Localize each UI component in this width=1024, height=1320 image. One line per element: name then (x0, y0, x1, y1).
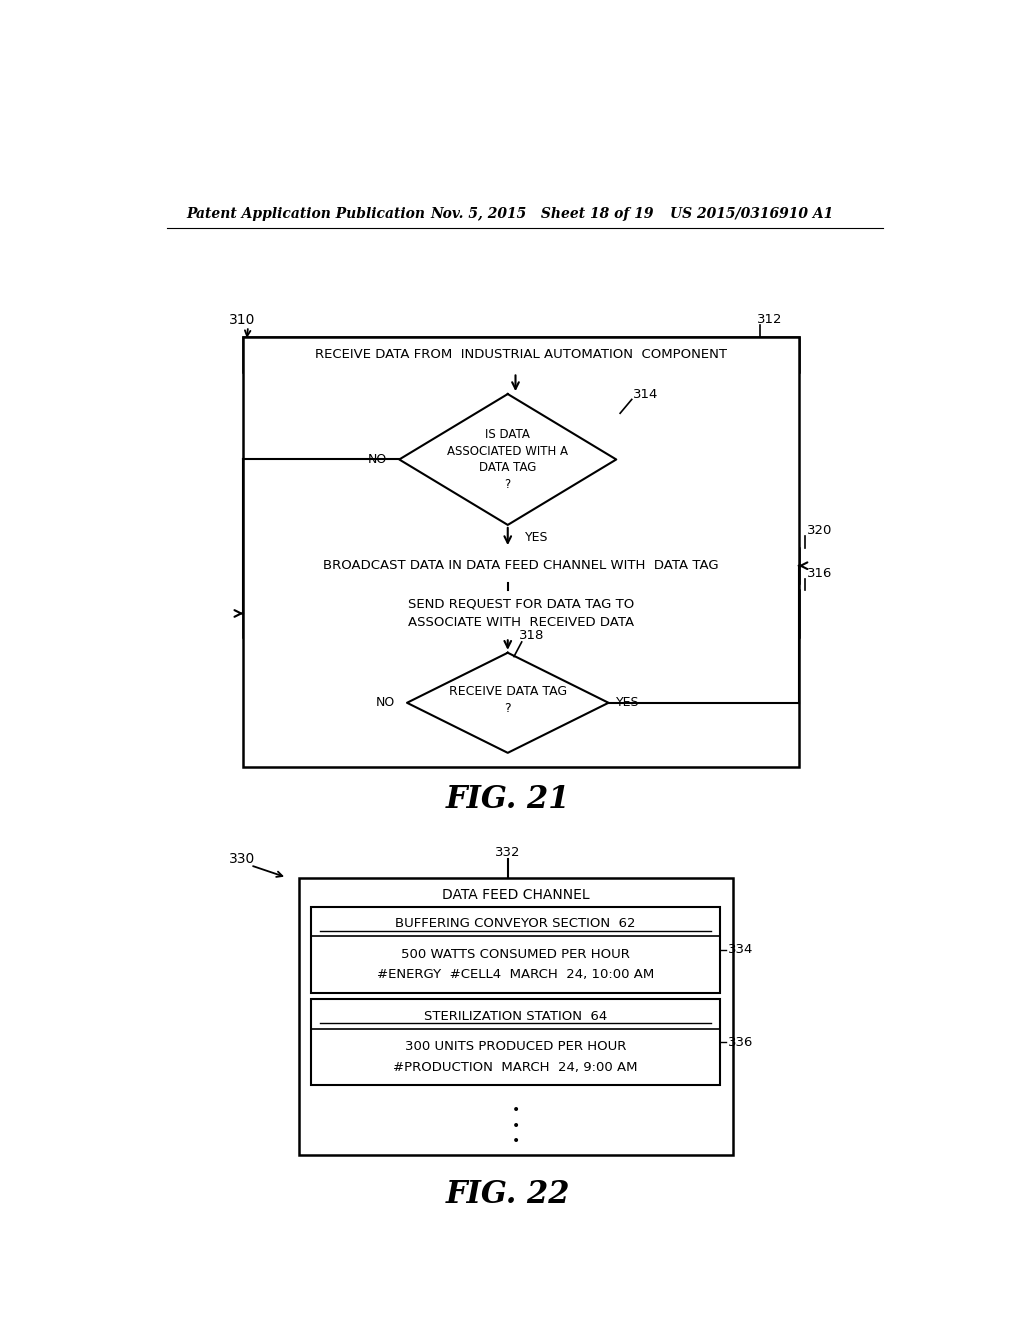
Text: 336: 336 (728, 1036, 754, 1049)
Text: STERILIZATION STATION  64: STERILIZATION STATION 64 (424, 1010, 607, 1023)
Text: 320: 320 (807, 524, 833, 537)
Text: NO: NO (376, 696, 395, 709)
Text: US 2015/0316910 A1: US 2015/0316910 A1 (671, 207, 834, 220)
Text: Patent Application Publication: Patent Application Publication (186, 207, 425, 220)
Text: SEND REQUEST FOR DATA TAG TO
ASSOCIATE WITH  RECEIVED DATA: SEND REQUEST FOR DATA TAG TO ASSOCIATE W… (408, 598, 634, 628)
Text: IS DATA
ASSOCIATED WITH A
DATA TAG
?: IS DATA ASSOCIATED WITH A DATA TAG ? (447, 428, 568, 491)
Text: FIG. 22: FIG. 22 (445, 1179, 570, 1210)
Text: #PRODUCTION  MARCH  24, 9:00 AM: #PRODUCTION MARCH 24, 9:00 AM (393, 1060, 638, 1073)
Text: 300 UNITS PRODUCED PER HOUR: 300 UNITS PRODUCED PER HOUR (404, 1040, 627, 1053)
Text: RECEIVE DATA FROM  INDUSTRIAL AUTOMATION  COMPONENT: RECEIVE DATA FROM INDUSTRIAL AUTOMATION … (315, 348, 727, 362)
Text: YES: YES (524, 531, 548, 544)
Text: •: • (511, 1118, 519, 1133)
Bar (311, 999, 720, 1085)
Text: 330: 330 (228, 853, 255, 866)
Text: 332: 332 (495, 846, 520, 859)
Text: 310: 310 (228, 313, 255, 327)
Text: BUFFERING CONVEYOR SECTION  62: BUFFERING CONVEYOR SECTION 62 (395, 917, 636, 931)
Bar (243, 337, 799, 767)
Text: •: • (511, 1134, 519, 1148)
Text: YES: YES (616, 696, 640, 709)
Text: •: • (511, 1104, 519, 1117)
Text: 316: 316 (807, 568, 833, 581)
Text: 314: 314 (633, 388, 658, 401)
Bar (243, 590, 799, 638)
Text: 334: 334 (728, 944, 754, 957)
Text: NO: NO (368, 453, 387, 466)
Text: #ENERGY  #CELL4  MARCH  24, 10:00 AM: #ENERGY #CELL4 MARCH 24, 10:00 AM (377, 968, 654, 981)
Text: 500 WATTS CONSUMED PER HOUR: 500 WATTS CONSUMED PER HOUR (401, 948, 630, 961)
Text: Nov. 5, 2015   Sheet 18 of 19: Nov. 5, 2015 Sheet 18 of 19 (430, 207, 653, 220)
Bar (299, 878, 732, 1155)
Text: 312: 312 (757, 313, 782, 326)
Text: 318: 318 (519, 628, 545, 642)
Text: FIG. 21: FIG. 21 (445, 784, 570, 814)
Bar (243, 337, 799, 372)
Text: DATA FEED CHANNEL: DATA FEED CHANNEL (441, 887, 590, 902)
Text: RECEIVE DATA TAG
?: RECEIVE DATA TAG ? (449, 685, 567, 714)
Bar (311, 907, 720, 993)
Bar (243, 548, 799, 583)
Text: BROADCAST DATA IN DATA FEED CHANNEL WITH  DATA TAG: BROADCAST DATA IN DATA FEED CHANNEL WITH… (324, 560, 719, 573)
